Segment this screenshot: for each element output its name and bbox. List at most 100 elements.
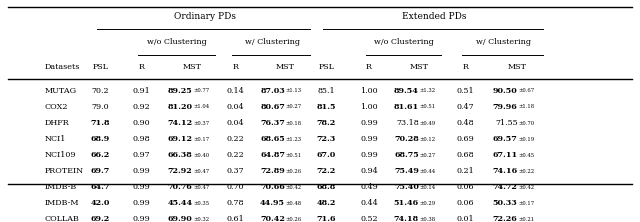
Text: ±1.32: ±1.32 [419,88,436,93]
Text: ±0.19: ±0.19 [518,137,534,142]
Text: MUTAG: MUTAG [45,87,77,95]
Text: PSL: PSL [318,63,334,71]
Text: 80.67: 80.67 [260,103,285,111]
Text: 68.65: 68.65 [260,135,285,143]
Text: ±0.26: ±0.26 [285,217,301,222]
Text: PSL: PSL [92,63,108,71]
Text: 1.00: 1.00 [360,103,378,111]
Text: 79.0: 79.0 [92,103,109,111]
Text: 71.55: 71.55 [495,119,518,127]
Text: MST: MST [183,63,202,71]
Text: ±0.47: ±0.47 [193,185,209,190]
Text: R: R [139,63,145,71]
Text: 0.44: 0.44 [360,199,378,207]
Text: 42.0: 42.0 [90,199,110,207]
Text: ±0.42: ±0.42 [285,185,301,190]
Text: 0.91: 0.91 [132,87,150,95]
Text: 74.16: 74.16 [492,167,518,175]
Text: ±0.45: ±0.45 [518,153,534,158]
Text: 69.2: 69.2 [90,216,110,222]
Text: 0.21: 0.21 [456,167,474,175]
Text: 51.46: 51.46 [394,199,419,207]
Text: 0.22: 0.22 [227,151,244,159]
Text: ±0.22: ±0.22 [518,169,534,174]
Text: 81.5: 81.5 [317,103,336,111]
Text: ±0.51: ±0.51 [419,104,436,109]
Text: 78.2: 78.2 [317,119,336,127]
Text: ±0.51: ±0.51 [285,153,301,158]
Text: 0.99: 0.99 [360,135,378,143]
Text: 0.94: 0.94 [360,167,378,175]
Text: 87.03: 87.03 [260,87,285,95]
Text: 72.89: 72.89 [260,167,285,175]
Text: 67.0: 67.0 [317,151,336,159]
Text: IMDB-B: IMDB-B [45,183,77,191]
Text: ±0.17: ±0.17 [518,201,534,206]
Text: 85.1: 85.1 [317,87,335,95]
Text: ±1.18: ±1.18 [518,104,534,109]
Text: 70.42: 70.42 [260,216,285,222]
Text: MST: MST [275,63,294,71]
Text: 0.69: 0.69 [456,135,474,143]
Text: ±0.42: ±0.42 [518,185,534,190]
Text: 45.44: 45.44 [168,199,193,207]
Text: ±0.12: ±0.12 [419,137,436,142]
Text: 89.25: 89.25 [168,87,193,95]
Text: 69.90: 69.90 [168,216,193,222]
Text: ±0.47: ±0.47 [193,169,209,174]
Text: 0.22: 0.22 [227,135,244,143]
Text: 79.96: 79.96 [493,103,518,111]
Text: ±0.70: ±0.70 [518,121,534,125]
Text: 0.99: 0.99 [132,167,150,175]
Text: ±1.13: ±1.13 [285,88,301,93]
Text: 74.72: 74.72 [493,183,518,191]
Text: Datasets: Datasets [45,63,80,71]
Text: 72.92: 72.92 [168,167,193,175]
Text: 70.76: 70.76 [168,183,193,191]
Text: w/ Clustering: w/ Clustering [476,38,531,46]
Text: ±0.17: ±0.17 [193,137,209,142]
Text: 89.54: 89.54 [394,87,419,95]
Text: 0.99: 0.99 [132,216,150,222]
Text: 73.18: 73.18 [396,119,419,127]
Text: ±0.49: ±0.49 [419,121,436,125]
Text: 70.2: 70.2 [92,87,109,95]
Text: ±0.26: ±0.26 [285,169,301,174]
Text: 0.37: 0.37 [227,167,244,175]
Text: ±0.27: ±0.27 [285,104,301,109]
Text: 0.47: 0.47 [456,103,474,111]
Text: 0.99: 0.99 [360,151,378,159]
Text: 0.99: 0.99 [132,199,150,207]
Text: ±0.37: ±0.37 [193,121,209,125]
Text: 0.06: 0.06 [456,183,474,191]
Text: 0.97: 0.97 [132,151,150,159]
Text: 0.48: 0.48 [456,119,474,127]
Text: 0.61: 0.61 [227,216,244,222]
Text: IMDB-M: IMDB-M [45,199,79,207]
Text: 68.9: 68.9 [90,135,110,143]
Text: COX2: COX2 [45,103,68,111]
Text: ±0.44: ±0.44 [419,169,436,174]
Text: MST: MST [508,63,527,71]
Text: 74.12: 74.12 [168,119,193,127]
Text: ±0.14: ±0.14 [419,185,436,190]
Text: 0.70: 0.70 [227,183,244,191]
Text: 76.37: 76.37 [260,119,285,127]
Text: 69.7: 69.7 [90,167,110,175]
Text: 81.20: 81.20 [168,103,193,111]
Text: 68.75: 68.75 [394,151,419,159]
Text: 70.28: 70.28 [394,135,419,143]
Text: ±0.35: ±0.35 [193,201,209,206]
Text: 0.99: 0.99 [132,183,150,191]
Text: ±0.32: ±0.32 [193,217,209,222]
Text: 72.2: 72.2 [317,167,336,175]
Text: 69.12: 69.12 [168,135,193,143]
Text: 0.49: 0.49 [360,183,378,191]
Text: 0.92: 0.92 [132,103,150,111]
Text: 64.7: 64.7 [90,183,110,191]
Text: MST: MST [409,63,428,71]
Text: R: R [366,63,372,71]
Text: 67.11: 67.11 [492,151,518,159]
Text: 50.33: 50.33 [493,199,518,207]
Text: 74.18: 74.18 [394,216,419,222]
